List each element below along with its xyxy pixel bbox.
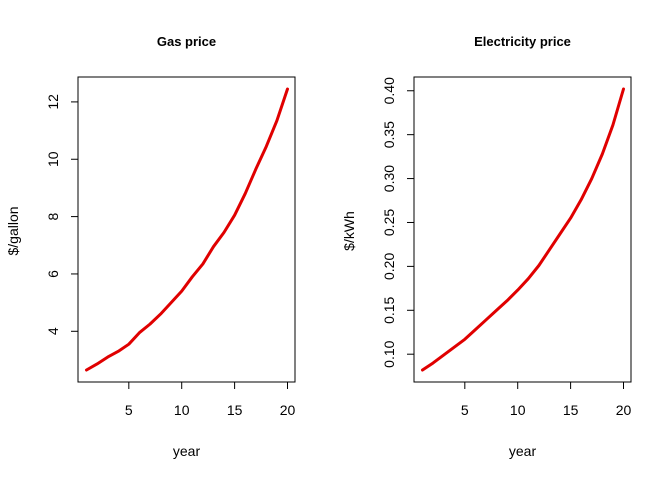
y-tick-label: 0.30	[381, 165, 397, 192]
plot-frame	[413, 76, 632, 383]
plot-frame	[77, 76, 296, 383]
x-tick-label: 5	[125, 402, 133, 418]
y-tick-label: 0.35	[381, 121, 397, 148]
chart-gas-price: Gas price year $/gallon 5 10 15 20 4 6 8 10 12	[5, 34, 296, 459]
y-tick-label: 8	[45, 212, 61, 220]
chart-electricity-price: Electricity price year $/kWh 5 10 15 20 0.1…	[341, 34, 632, 459]
x-tick-label: 5	[461, 402, 469, 418]
chart-title: Gas price	[157, 34, 216, 49]
x-tick-label: 15	[563, 402, 579, 418]
y-tick-label: 0.40	[381, 77, 397, 104]
y-tick-label: 0.15	[381, 296, 397, 323]
y-axis-label: $/gallon	[5, 206, 21, 255]
y-tick-label: 12	[45, 94, 61, 110]
x-tick-label: 20	[280, 402, 296, 418]
y-tick-label: 6	[45, 270, 61, 278]
y-tick-label: 0.25	[381, 209, 397, 236]
x-ticks: 5 10 15 20	[125, 382, 296, 418]
x-tick-label: 10	[510, 402, 526, 418]
x-axis-label: year	[509, 443, 537, 459]
series-line	[421, 87, 625, 372]
x-tick-label: 20	[616, 402, 632, 418]
x-ticks: 5 10 15 20	[461, 382, 632, 418]
y-ticks: 0.10 0.15 0.20 0.25 0.30 0.35 0.40	[381, 77, 414, 368]
series-line	[85, 87, 289, 372]
x-tick-label: 10	[174, 402, 190, 418]
y-tick-label: 0.20	[381, 253, 397, 280]
chart-title: Electricity price	[474, 34, 571, 49]
y-axis-label: $/kWh	[341, 211, 357, 251]
y-tick-label: 10	[45, 151, 61, 167]
y-tick-label: 4	[45, 327, 61, 335]
x-tick-label: 15	[227, 402, 243, 418]
y-ticks: 4 6 8 10 12	[45, 94, 78, 335]
y-tick-label: 0.10	[381, 340, 397, 367]
x-axis-label: year	[173, 443, 201, 459]
